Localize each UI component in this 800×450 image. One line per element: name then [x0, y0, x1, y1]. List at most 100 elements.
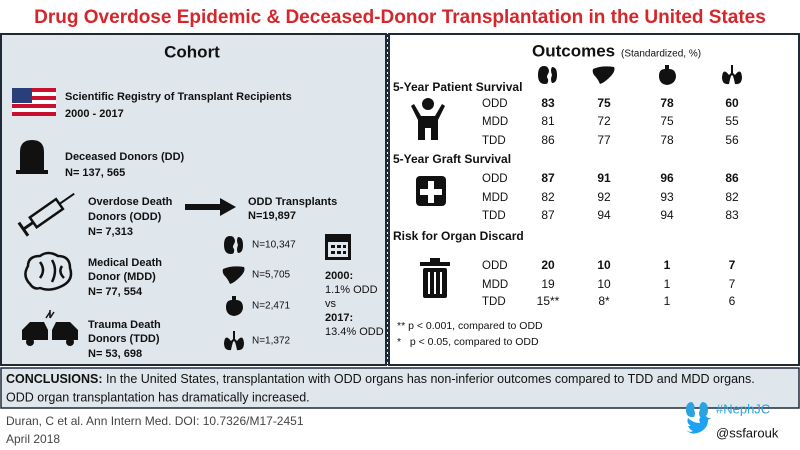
- kidney-shape: [538, 66, 557, 84]
- handle: @ssfarouk: [716, 425, 779, 440]
- table-cell: 7: [729, 258, 736, 272]
- conclusions-text: CONCLUSIONS: In the United States, trans…: [6, 372, 755, 386]
- flag-icon-part: [12, 88, 32, 103]
- organ-counts: N=10,347 N=5,705 N=2,471 N=1,372: [252, 240, 296, 347]
- nephjc-icon: [686, 402, 708, 418]
- table-cell: 87: [541, 208, 555, 222]
- brain-icon: [24, 251, 73, 291]
- calendar-icon-part: [331, 245, 346, 254]
- title: Drug Overdose Epidemic & Deceased-Donor …: [34, 7, 766, 28]
- table-cell: 91: [597, 171, 611, 185]
- table-cell: 82: [541, 190, 555, 204]
- medical-cross-icon: [416, 176, 446, 206]
- trend-value: 1.1% ODD: [325, 284, 378, 296]
- row-label: ODD: [482, 173, 508, 185]
- section-title: Risk for Organ Discard: [393, 229, 524, 243]
- tombstone-icon-part: [20, 140, 44, 172]
- syringe-icon: [17, 192, 75, 237]
- person-icon-part: [411, 104, 445, 140]
- organ-count: N=5,705: [252, 270, 291, 281]
- lungs-shape: [722, 65, 742, 85]
- brain-icon-part: [38, 259, 65, 283]
- table-cell: 1: [664, 294, 671, 308]
- flag-icon: [12, 88, 56, 116]
- calendar-icon-part: [328, 242, 348, 257]
- mdd-label: Donor (MDD): [88, 271, 156, 283]
- dd-label: Deceased Donors (DD): [65, 151, 185, 163]
- table-cell: 77: [597, 133, 611, 147]
- organ-count: N=2,471: [252, 301, 291, 312]
- table-cell: 10: [597, 258, 611, 272]
- cohort-title: Cohort: [164, 42, 220, 61]
- table-cell: 56: [725, 133, 739, 147]
- tdd-label: Trauma Death: [88, 319, 161, 331]
- liver-icon: [592, 66, 615, 84]
- table-cell: 78: [660, 133, 674, 147]
- heart-shape: [226, 296, 243, 316]
- nephjc-icon-part: [699, 402, 708, 418]
- registry-years: 2000 - 2017: [65, 108, 124, 120]
- table-cell: 96: [660, 171, 674, 185]
- twitter-icon: [686, 415, 711, 434]
- table-cell: 60: [725, 96, 739, 110]
- lungs-icon: [722, 65, 742, 85]
- trash-icon-part: [428, 272, 442, 294]
- tdd-label: Donors (TDD): [88, 333, 160, 345]
- syringe-icon-part: [58, 192, 75, 205]
- table-cell: 6: [729, 294, 736, 308]
- liver-icon: [222, 266, 245, 284]
- car-crash-icon: [22, 310, 78, 346]
- tombstone-icon: [16, 140, 48, 174]
- kidney-shape: [224, 236, 243, 254]
- brain-icon-part: [24, 251, 73, 291]
- organ-icons: [538, 65, 742, 85]
- row-label: MDD: [482, 192, 508, 204]
- registry-name: Scientific Registry of Transplant Recipi…: [65, 91, 292, 103]
- arrow-icon-part: [185, 204, 221, 210]
- table-cell: 86: [541, 133, 555, 147]
- nephjc-icon-part: [686, 402, 695, 418]
- tdd-count: N= 53, 698: [88, 348, 142, 360]
- table-cell: 83: [725, 208, 739, 222]
- table-cell: 20: [541, 258, 555, 272]
- row-label: ODD: [482, 98, 508, 110]
- trend-value: 13.4% ODD: [325, 326, 384, 338]
- table-cell: 1: [664, 258, 671, 272]
- heart-icon: [659, 65, 676, 85]
- table-cell: 55: [725, 114, 739, 128]
- table-cell: 82: [725, 190, 739, 204]
- table-cell: 94: [660, 208, 674, 222]
- lungs-shape: [224, 331, 244, 351]
- flag-icon-part: [12, 92, 56, 96]
- car-crash-icon-part: [22, 322, 48, 340]
- table-cell: 72: [597, 114, 611, 128]
- table-cell: 7: [729, 277, 736, 291]
- odd-label: Donors (ODD): [88, 211, 162, 223]
- outcomes-title: Outcomes: [532, 41, 615, 60]
- mdd-label: Medical Death: [88, 257, 162, 269]
- trash-icon-part: [420, 262, 450, 266]
- transplants-count: N=19,897: [248, 210, 296, 222]
- heart-icon: [226, 296, 243, 316]
- hashtag: #NephJC: [716, 401, 770, 416]
- table-cell: 83: [541, 96, 555, 110]
- syringe-icon-part: [17, 221, 30, 237]
- table-cell: 78: [660, 96, 674, 110]
- organ-icons: [222, 236, 245, 351]
- section-title: 5-Year Patient Survival: [393, 80, 522, 94]
- calendar-icon: [325, 234, 351, 260]
- table-cell: 75: [660, 114, 674, 128]
- row-label: ODD: [482, 260, 508, 272]
- organ-count: N=10,347: [252, 240, 296, 251]
- liver-shape: [592, 66, 615, 84]
- conclusions-line: In the United States, transplantation wi…: [103, 372, 755, 386]
- car-crash-icon-part: [26, 338, 34, 346]
- table-cell: 94: [597, 208, 611, 222]
- row-label: TDD: [482, 135, 506, 147]
- twitter-icon-part: [686, 415, 711, 434]
- citation: Duran, C et al. Ann Intern Med. DOI: 10.…: [6, 414, 304, 428]
- table-cell: 81: [541, 114, 555, 128]
- table-cell: 15**: [537, 294, 560, 308]
- row-label: MDD: [482, 279, 508, 291]
